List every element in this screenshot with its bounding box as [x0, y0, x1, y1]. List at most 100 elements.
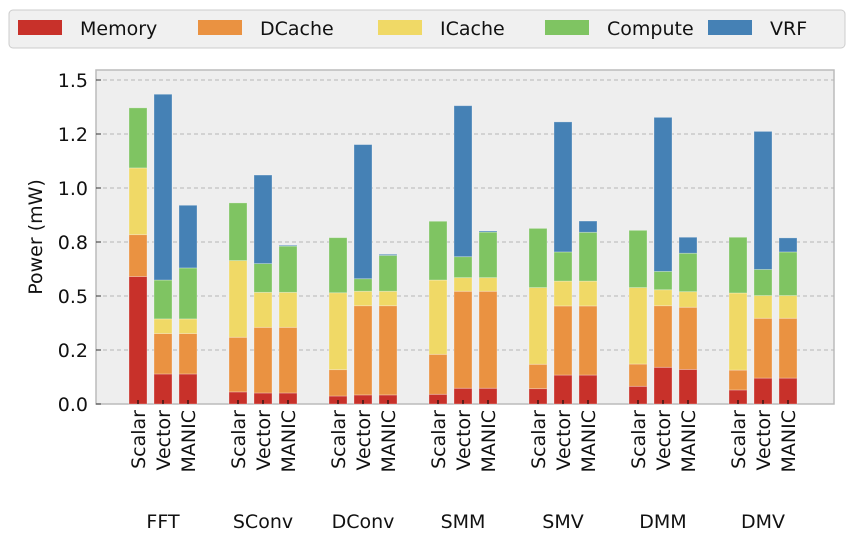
bar-segment-compute [228, 202, 248, 261]
bar-segment-memory [553, 374, 573, 405]
bar-segment-dcache [553, 305, 573, 376]
bar-segment-compute [678, 252, 698, 293]
legend-swatch-compute [545, 20, 589, 35]
legend-label: Memory [80, 18, 157, 40]
bar-segment-icache [253, 291, 273, 328]
bar-segment-dcache [353, 305, 373, 396]
bar-segment-compute [253, 263, 273, 293]
legend-swatch-vrf [708, 20, 752, 35]
bar-segment-memory [653, 366, 673, 405]
bars [128, 93, 798, 405]
group-label: FFT [146, 511, 180, 533]
bar-segment-dcache [378, 305, 398, 396]
legend-box [8, 9, 846, 49]
legend-label: DCache [260, 18, 334, 40]
bar-segment-memory [578, 374, 598, 405]
bar-segment-dcache [453, 290, 473, 389]
bar-segment-compute [178, 267, 198, 320]
bar-segment-compute [278, 245, 298, 293]
x-tick-label: MANIC [678, 410, 700, 472]
group-label: SConv [233, 511, 293, 533]
y-tick-label: 1.2 [58, 124, 88, 146]
x-tick-label: Vector [253, 410, 275, 471]
x-tick-label: MANIC [278, 410, 300, 472]
bar-segment-compute [753, 269, 773, 296]
x-tick-label: Vector [453, 410, 475, 471]
bar-segment-dcache [128, 234, 148, 277]
bar-segment-vrf [278, 244, 298, 247]
legend-swatch-dcache [198, 20, 242, 35]
group-label: SMV [542, 511, 583, 533]
bar-segment-icache [153, 318, 173, 334]
bar-segment-dcache [478, 290, 498, 389]
x-tick-label: Scalar [128, 410, 150, 469]
bar-segment-vrf [653, 116, 673, 272]
x-tick-label: MANIC [478, 410, 500, 472]
bar-segment-icache [453, 277, 473, 292]
y-tick-label: 1.5 [58, 70, 88, 92]
bar-segment-dcache [728, 369, 748, 391]
bar-segment-vrf [678, 236, 698, 254]
bar-segment-memory [153, 373, 173, 405]
bar-segment-icache [328, 292, 348, 371]
x-tick-label: Vector [753, 410, 775, 471]
legend: Memory DCache ICache Compute VRF [8, 9, 846, 49]
y-tick-label: 0.0 [58, 394, 88, 416]
y-tick-label: 0.8 [58, 232, 88, 254]
bar-segment-compute [553, 251, 573, 282]
bar-segment-dcache [178, 333, 198, 375]
bar-segment-dcache [778, 317, 798, 379]
bar-segment-vrf [353, 144, 373, 280]
bar-segment-icache [753, 295, 773, 319]
bar-segment-vrf [378, 253, 398, 256]
bar-segment-icache [728, 292, 748, 371]
y-tick-label: 0.5 [58, 286, 88, 308]
bar-segment-memory [128, 276, 148, 405]
x-tick-label: Vector [553, 410, 575, 471]
bar-segment-compute [328, 237, 348, 294]
bar-segment-icache [653, 289, 673, 307]
bar-segment-dcache [578, 305, 598, 376]
bar-segment-dcache [153, 333, 173, 375]
y-tick-label: 0.2 [58, 340, 88, 362]
x-tick-label: Scalar [228, 410, 250, 469]
bar-segment-dcache [678, 306, 698, 370]
grid [96, 79, 834, 351]
y-axis: 0.0 0.2 0.5 0.8 1.0 1.2 1.5 [58, 70, 101, 416]
x-tick-label: Scalar [428, 410, 450, 469]
bar-segment-icache [478, 277, 498, 292]
group-label: DMV [741, 511, 785, 533]
x-tick-label: Vector [653, 410, 675, 471]
bar-segment-dcache [428, 353, 448, 395]
bar-segment-icache [428, 279, 448, 355]
bar-segment-dcache [328, 369, 348, 397]
bar-segment-dcache [278, 326, 298, 394]
bar-segment-dcache [628, 363, 648, 387]
x-tick-label: Scalar [628, 410, 650, 469]
bar-segment-icache [528, 287, 548, 365]
bar-segment-vrf [178, 204, 198, 269]
x-tick-label: MANIC [778, 410, 800, 472]
bar-segment-vrf [153, 93, 173, 281]
x-tick-label: Vector [353, 410, 375, 471]
bar-segment-dcache [228, 336, 248, 393]
legend-swatch-icache [378, 20, 422, 35]
bar-segment-compute [353, 278, 373, 292]
group-label: DMM [639, 511, 686, 533]
bar-segment-compute [153, 279, 173, 320]
bar-segment-compute [378, 254, 398, 292]
bar-segment-icache [553, 280, 573, 307]
y-tick-label: 1.0 [58, 178, 88, 200]
bar-segment-icache [628, 287, 648, 365]
bar-segment-dcache [528, 363, 548, 390]
bar-segment-compute [428, 220, 448, 281]
bar-segment-vrf [478, 230, 498, 233]
bar-segment-compute [453, 256, 473, 279]
bar-segment-vrf [778, 237, 798, 253]
bar-segment-icache [228, 260, 248, 338]
legend-swatch-memory [18, 20, 62, 35]
bar-segment-compute [478, 231, 498, 279]
bar-segment-compute [628, 229, 648, 288]
